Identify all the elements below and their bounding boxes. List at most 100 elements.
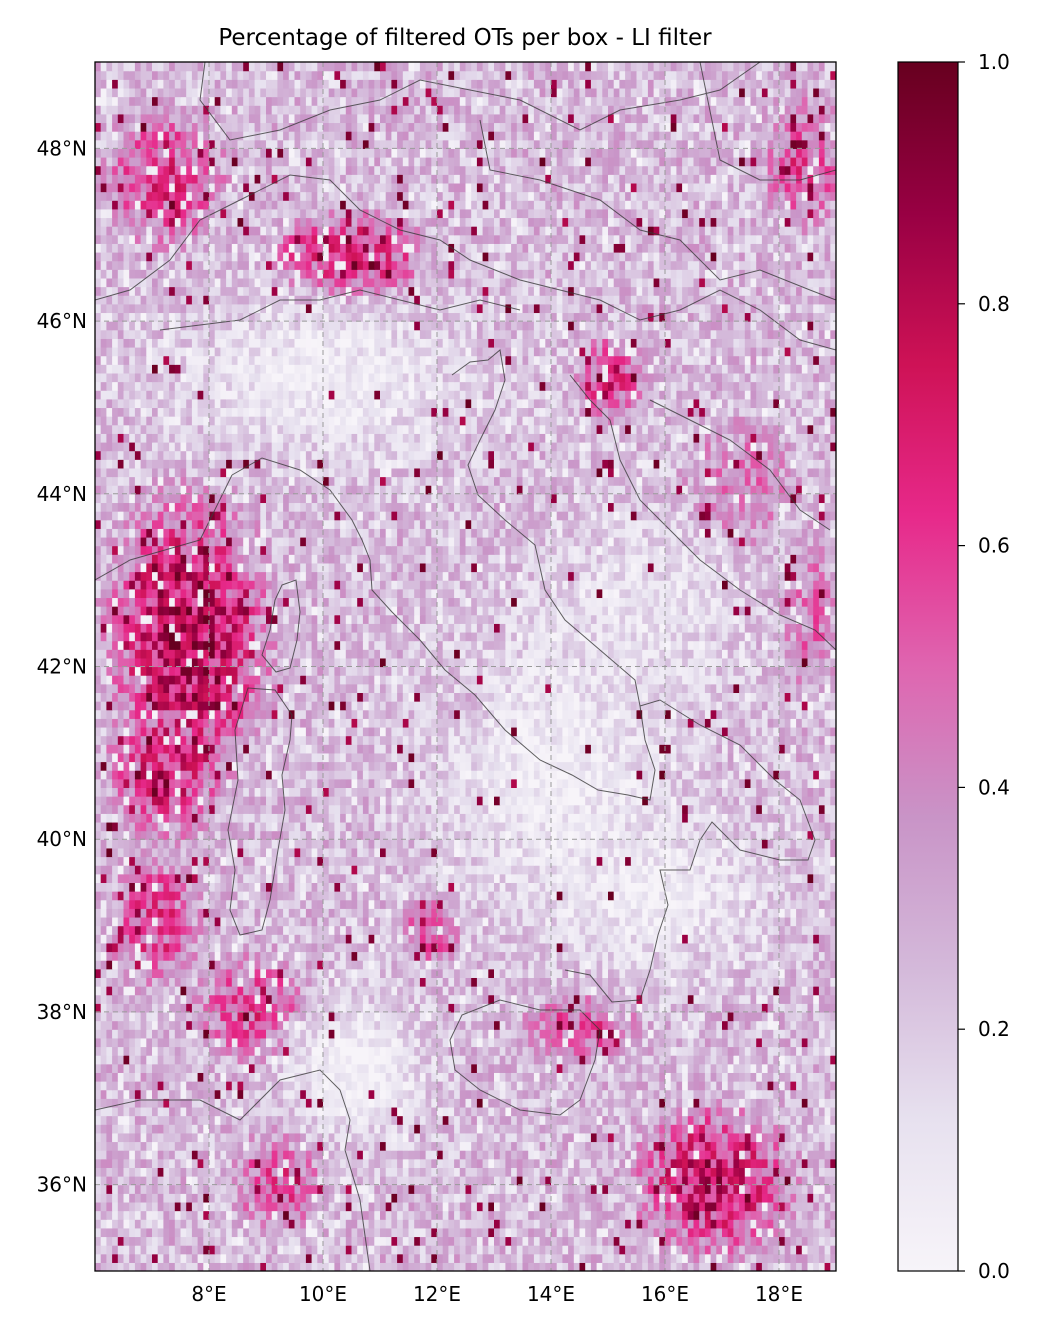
heat-cell [801,1193,809,1203]
heat-cell [476,1201,484,1212]
heat-cell [647,994,655,1004]
heat-cell [328,1072,335,1082]
heat-cell [317,1184,324,1194]
heat-cell [140,1089,147,1099]
heat-cell [568,1245,575,1255]
heat-cell [647,942,655,953]
heat-cell [556,1227,563,1238]
heat-cell [226,1141,233,1151]
heat-cell [590,1262,598,1271]
heat-cell [727,1262,734,1271]
heat-cell [163,1081,170,1091]
heat-cell [95,1132,102,1143]
heat-cell [140,1141,147,1151]
heat-cell [368,977,375,987]
heat-cell [476,1184,484,1194]
heat-cell [562,968,569,978]
heat-cell [471,1115,478,1125]
heat-cell [653,1011,660,1022]
heat-cell [328,1046,335,1056]
heat-cell [454,1003,461,1013]
heat-cell [619,1167,626,1177]
heat-cell [186,1236,193,1246]
heat-cell [733,1245,740,1255]
heat-cell [425,968,432,978]
heat-cell [294,1184,301,1194]
heat-cell [818,1106,826,1117]
heat-cell [169,1201,176,1212]
heat-cell [442,951,449,961]
heat-cell [619,1020,626,1030]
heat-cell [237,1106,244,1117]
heat-cell [642,1210,649,1220]
heat-cell [756,968,763,978]
heat-cell [294,1167,301,1177]
heat-cell [710,968,717,978]
heat-cell [505,1011,512,1022]
heat-cell [414,994,421,1004]
heat-cell [362,977,370,987]
heat-cell [659,977,666,987]
heatmap-cells [95,62,836,1271]
heat-cell [459,1132,467,1143]
heat-cell [357,1055,364,1065]
heat-cell [790,1029,797,1039]
heat-cell [311,1124,318,1134]
heat-cell [431,1201,438,1212]
heat-cell [590,1037,598,1048]
heat-cell [174,1236,182,1246]
heat-cell [699,1236,706,1246]
heat-cell [288,1081,296,1091]
heat-cell [254,1089,261,1099]
heat-cell [311,1115,318,1125]
heat-cell [790,1003,797,1013]
heat-cell [813,1020,820,1030]
heat-cell [585,1029,592,1039]
heat-cell [608,1046,615,1056]
heat-cell [414,951,421,961]
heat-cell [191,1219,199,1229]
heat-cell [368,1210,375,1220]
heat-cell [476,1081,484,1091]
heat-cell [790,1158,797,1168]
heat-cell [533,977,541,987]
heat-cell [636,1011,643,1022]
heat-cell [300,1072,307,1082]
heat-cell [556,1003,563,1013]
heat-cell [579,1193,586,1203]
heat-cell [505,1089,512,1099]
heat-cell [716,1219,723,1229]
heat-cell [784,1201,791,1212]
heat-cell [779,1089,786,1099]
heat-cell [174,1253,182,1263]
heat-cell [739,1184,746,1194]
heat-cell [283,1253,290,1263]
heat-cell [323,1063,330,1073]
heat-cell [345,1046,353,1056]
heat-cell [294,1115,301,1125]
heat-cell [653,1037,660,1048]
heat-cell [442,1115,449,1125]
heat-cell [385,1072,392,1082]
heat-cell [727,968,734,978]
heat-cell [226,1150,233,1160]
heat-cell [243,977,250,987]
heat-cell [266,1029,273,1039]
heat-cell [357,1020,364,1030]
heat-cell [454,1072,461,1082]
heat-cell [157,1098,164,1108]
heat-cell [756,1055,763,1065]
heat-cell [716,1210,723,1220]
heat-cell [773,1167,780,1177]
heat-cell [499,968,506,978]
heat-cell [157,1253,164,1263]
heat-cell [112,1132,119,1143]
heat-cell [243,1210,250,1220]
heat-cell [733,1029,740,1039]
heat-cell [625,1098,632,1108]
heat-cell [744,1167,752,1177]
heat-cell [437,1063,444,1073]
heat-cell [830,1029,836,1039]
heat-cell [431,968,438,978]
heat-cell [585,1141,592,1151]
